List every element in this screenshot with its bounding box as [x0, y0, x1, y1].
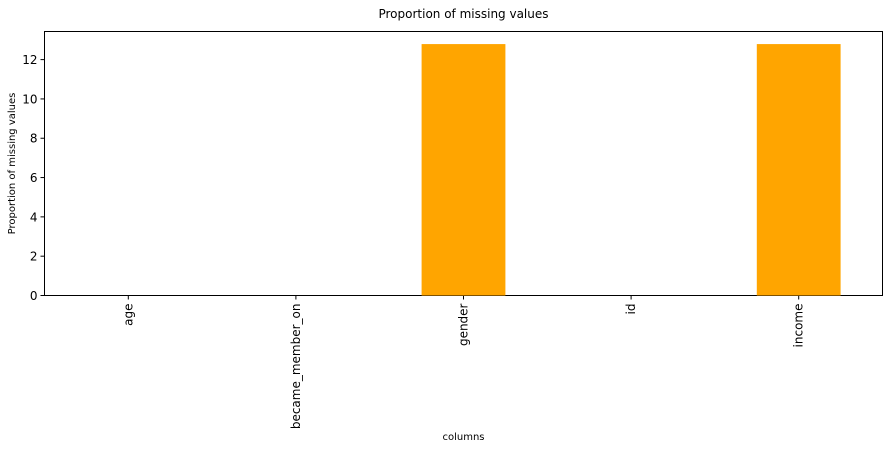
y-tick-label: 8 [30, 132, 38, 146]
bar-income [756, 44, 841, 296]
y-tick-label: 4 [30, 210, 38, 224]
y-tick-label: 6 [30, 171, 38, 185]
x-tick-label-became_member_on: became_member_on [289, 304, 303, 430]
y-tick-label: 12 [22, 53, 37, 67]
y-tick-label: 10 [22, 92, 37, 106]
x-axis-label: columns [442, 432, 484, 443]
x-tick-label-income: income [792, 304, 806, 348]
y-axis-label: Proportion of missing values [7, 93, 18, 235]
x-tick-label-id: id [624, 304, 638, 315]
chart-title: Proportion of missing values [378, 7, 548, 21]
y-tick-label: 2 [30, 250, 38, 264]
x-tick-label-age: age [121, 304, 135, 326]
bar-gender [421, 44, 506, 296]
x-tick-label-gender: gender [457, 303, 471, 346]
y-tick-label: 0 [30, 289, 38, 303]
